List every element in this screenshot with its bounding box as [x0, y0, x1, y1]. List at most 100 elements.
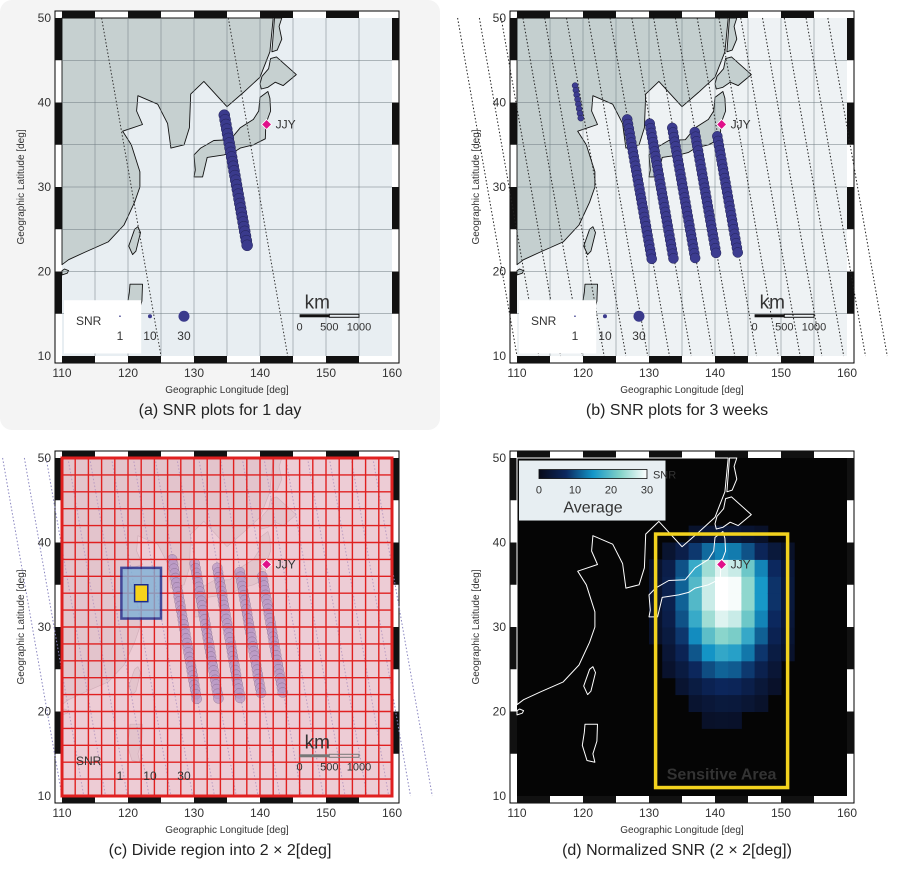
c-legend-title: SNR [76, 754, 102, 768]
d-heat-cell [741, 694, 756, 712]
d-frame-bar [510, 458, 517, 501]
a-scale-bar [328, 313, 360, 318]
d-heat-cell [701, 660, 716, 679]
b-station-label: JJY [731, 117, 751, 131]
d-heat-cell [688, 694, 703, 712]
d-heat-cell [662, 576, 676, 594]
d-frame-bar [517, 451, 550, 458]
b-track [478, 17, 540, 357]
d-heat-cell [675, 627, 690, 645]
b-legend-dot-1 [574, 315, 576, 318]
d-heat-cell [728, 593, 742, 611]
d-heat-cell [741, 643, 756, 662]
b-ytick-30: 30 [493, 180, 507, 194]
d-heat-cell [688, 627, 703, 645]
d-heat-cell [662, 542, 676, 560]
panel-b: JJY km 0 500 1000 SNR 1 10 30 110 120 130 140 150 160 1… [455, 0, 899, 430]
b-legend-value-1: 1 [572, 329, 579, 343]
b-ytick-20: 20 [493, 265, 507, 279]
d-xtick-120: 120 [573, 806, 593, 820]
panel-c: JJY km 0 500 1000 SNR 1 10 30 110 120 130 140 150 160 1… [0, 440, 440, 872]
c-frame-bar [128, 796, 161, 803]
c-xtick-120: 120 [118, 806, 138, 820]
c-scale-tick-0: 0 [297, 761, 303, 773]
c-legend-value-1: 1 [117, 769, 124, 783]
a-station-label: JJY [276, 117, 296, 131]
c-frame-bar [62, 796, 95, 803]
c-xtick-160: 160 [382, 806, 402, 820]
c-frame-bar [326, 796, 359, 803]
d-heat-cell [767, 559, 782, 577]
b-frame-bar [781, 356, 814, 363]
a-ytick-30: 30 [38, 180, 52, 194]
b-xtick-110: 110 [507, 366, 526, 380]
b-ytick-10: 10 [493, 349, 507, 363]
d-frame-bar [715, 451, 748, 458]
b-frame-bar [583, 356, 616, 363]
d-colorbar-tick-0: 0 [536, 485, 542, 497]
d-ytick-40: 40 [493, 536, 507, 550]
d-colorbar-tick-20: 20 [605, 485, 617, 497]
caption-c: (c) Divide region into 2 × 2[deg] [108, 842, 332, 859]
d-heat-cell [675, 643, 690, 662]
a-xtick-150: 150 [316, 366, 336, 380]
d-heat-cell [754, 576, 769, 594]
c-scale-tick-1000: 1000 [347, 761, 371, 773]
a-xtick-140: 140 [250, 366, 270, 380]
d-heat-cell [728, 610, 742, 628]
b-land-sakhalin [726, 17, 738, 53]
a-track [227, 17, 289, 357]
d-heat-cell [701, 694, 716, 712]
c-xtick-140: 140 [250, 806, 270, 820]
c-frame-bar [194, 451, 227, 458]
d-heat-cell [662, 593, 676, 611]
a-legend-box [63, 300, 142, 354]
a-ylabel: Geographic Latitude [deg] [16, 129, 27, 244]
a-legend-dot-1 [119, 315, 121, 318]
d-heat-cell [688, 576, 703, 594]
a-land-mainland [61, 17, 274, 266]
c-frame-bar [55, 542, 62, 585]
d-colorbar-tick-10: 10 [569, 485, 581, 497]
b-scale-tick-1000: 1000 [802, 321, 826, 333]
a-frame-bar [392, 18, 399, 61]
d-colorbar-tick-30: 30 [641, 485, 653, 497]
d-heat-cell [767, 593, 782, 611]
b-snr-dot [732, 247, 743, 258]
b-ylabel: Geographic Latitude [deg] [471, 129, 482, 244]
d-heat-cell [701, 542, 716, 560]
d-xlabel: Geographic Longitude [deg] [620, 825, 744, 836]
b-track [566, 17, 627, 357]
d-heat-cell [701, 711, 716, 729]
a-legend-value-1: 1 [117, 329, 124, 343]
a-xtick-130: 130 [184, 366, 204, 380]
a-frame-bar [326, 11, 359, 18]
a-xtick-160: 160 [382, 366, 402, 380]
a-ytick-50: 50 [38, 11, 52, 25]
b-legend-value-10: 10 [598, 329, 612, 343]
a-frame-bar [55, 271, 62, 314]
b-frame-bar [847, 102, 854, 145]
d-heat-cell [741, 660, 756, 679]
d-heat-cell [754, 610, 769, 628]
a-legend-title: SNR [76, 314, 102, 328]
d-heat-cell [675, 559, 690, 577]
c-snr-dot [234, 692, 246, 704]
d-heat-cell [728, 643, 742, 662]
d-heat-cell [728, 660, 742, 679]
d-frame-bar [583, 796, 616, 803]
b-land-hokkaido [714, 56, 752, 90]
d-heat-cell [741, 610, 756, 628]
d-heat-cell [688, 593, 703, 611]
b-legend-dot-30 [633, 310, 645, 322]
b-snr-dot [577, 114, 585, 122]
d-heat-cell [767, 627, 782, 645]
d-coast-taiwan [583, 666, 596, 696]
d-sensitive-area-box [653, 532, 790, 790]
b-track [762, 17, 823, 357]
b-track [740, 17, 801, 357]
b-frame-bar [847, 18, 854, 61]
b-frame-bar [847, 187, 854, 230]
a-scale-unit: km [305, 292, 330, 313]
